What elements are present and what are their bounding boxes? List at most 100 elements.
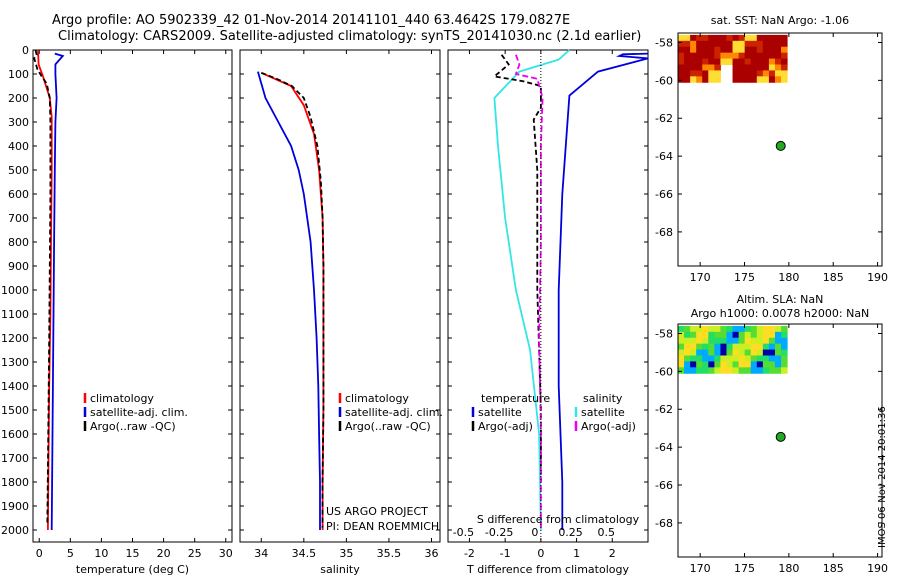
sst-map-cell (690, 58, 697, 65)
sla-map-cell (762, 367, 770, 374)
sla-map-cell (774, 355, 782, 362)
sst-map-cell (774, 70, 782, 77)
sst-map-cell (762, 40, 770, 48)
sla-map-cell (702, 337, 709, 345)
sla-map-cell (774, 349, 782, 356)
sla-map-cell (702, 367, 709, 374)
sla-map-subtitle: Argo h1000: 0.0078 h2000: NaN (691, 307, 870, 320)
sla-map-cell (732, 349, 740, 356)
temp-legend-satellite-label: satellite-adj. clim. (90, 406, 188, 419)
sla-map-xtick-label: 180 (778, 562, 799, 575)
sst-map-cell (781, 46, 788, 54)
sst-map-cell (678, 58, 685, 65)
sla-map-cell (714, 343, 721, 351)
sla-map-cell (720, 343, 727, 351)
sst-map-cell (708, 58, 715, 65)
sst-map-cell (678, 64, 685, 71)
sla-map-ytick-label: -60 (655, 365, 673, 378)
sla-map-cell (714, 337, 721, 345)
sst-map-cell (756, 58, 764, 65)
difference-profile-xlabel: T difference from climatology (466, 563, 629, 576)
sla-map-cell (702, 361, 709, 368)
climatology-title: Climatology: CARS2009. Satellite-adjuste… (58, 29, 642, 44)
sst-map-cell (708, 76, 715, 83)
sst-map-cell (696, 70, 703, 77)
sst-map-cell (696, 58, 703, 65)
sst-map-cell (781, 70, 788, 77)
sla-map-ytick-label: -64 (655, 441, 673, 454)
difference-profile-xtick-label: -1 (500, 547, 511, 560)
sla-map-cell (696, 349, 703, 356)
sst-map-cell (684, 46, 691, 54)
sla-map-cell (714, 355, 721, 362)
sla-map-xtick-label: 190 (867, 562, 888, 575)
sst-map-cell (732, 40, 740, 48)
sla-map-cell (781, 355, 788, 362)
sst-map-cell (732, 34, 740, 42)
sla-map-cell (726, 355, 734, 362)
sst-map-cell (762, 58, 770, 65)
sst-map-cell (702, 40, 709, 48)
sst-map-cell (744, 46, 752, 54)
temperature-profile-xtick-label: 30 (219, 547, 233, 560)
sla-map-cell (696, 325, 703, 333)
depth-tick-label: 1600 (1, 428, 29, 441)
sst-map-ytick-label: -60 (655, 74, 673, 87)
sla-map-cell (756, 355, 764, 362)
sla-map-cell (678, 349, 685, 356)
sla-map-cell (690, 325, 697, 333)
sst-map-cell (726, 34, 734, 42)
sst-map-cell (750, 64, 758, 71)
sst-map-cell (708, 64, 715, 71)
s-diff-axis-label: S difference from climatology (477, 513, 640, 526)
sla-map-cell (720, 361, 727, 368)
sst-map-cell (768, 70, 776, 77)
sst-map-ytick-label: -62 (655, 112, 673, 125)
salinity-profile-series-black (260, 71, 325, 528)
temp-legend-climatology-label: climatology (90, 392, 154, 405)
sla-map-cell (690, 331, 697, 339)
salinity-profile-series-blue (257, 71, 321, 530)
sla-map-cell (684, 331, 691, 339)
sla-map-cell (690, 349, 697, 356)
sst-map-cell (696, 64, 703, 71)
depth-tick-label: 800 (8, 236, 29, 249)
sst-map-cell (738, 70, 746, 77)
sla-map-cell (738, 349, 746, 356)
sst-map-cell (750, 46, 758, 54)
sst-map-cell (690, 34, 697, 42)
sla-map-cell (750, 367, 758, 374)
sla-map-cell (774, 337, 782, 345)
sla-map-cell (756, 331, 764, 339)
sst-map-cell (774, 64, 782, 71)
sla-map-cell (696, 337, 703, 345)
sst-map-cell (720, 58, 727, 65)
sst-map-cell (678, 70, 685, 77)
sla-map-cell (720, 325, 727, 333)
sst-map-cell (738, 58, 746, 65)
sla-map-cell (720, 331, 727, 339)
sla-map-cell (696, 343, 703, 351)
sla-map-cell (774, 331, 782, 339)
sla-map-cell (744, 331, 752, 339)
sla-map-cell (702, 331, 709, 339)
sst-map-cell (702, 34, 709, 42)
sst-map-cell (781, 76, 788, 83)
sst-map-cell (774, 34, 782, 42)
temp-legend-argo-label: Argo(..raw -QC) (90, 420, 176, 433)
sla-map-cell (732, 325, 740, 333)
sal-legend-satellite-label: satellite-adj. clim. (345, 406, 443, 419)
salinity-profile-xtick-label: 34.5 (292, 547, 317, 560)
sla-map-cell (690, 355, 697, 362)
sla-map-cell (750, 349, 758, 356)
sst-map-cell (762, 46, 770, 54)
s-diff-tick-label: 0 (531, 526, 538, 539)
sst-map-cell (678, 40, 685, 48)
sla-map-cell (738, 355, 746, 362)
depth-tick-label: 200 (8, 92, 29, 105)
sst-map-ytick-label: -66 (655, 188, 673, 201)
sst-map-cell (702, 52, 709, 60)
sst-map-cell (708, 46, 715, 54)
sla-map-cell (738, 325, 746, 333)
depth-tick-label: 900 (8, 260, 29, 273)
